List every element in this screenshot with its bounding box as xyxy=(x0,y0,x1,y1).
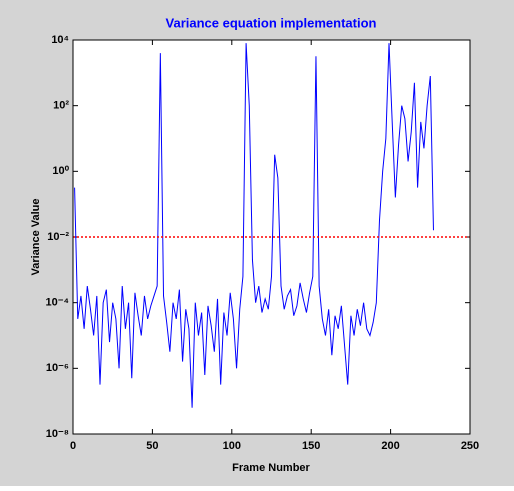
axes-box xyxy=(72,39,471,435)
x-tick-label: 100 xyxy=(223,440,241,452)
x-tick-label: 200 xyxy=(381,440,399,452)
x-tick-label: 0 xyxy=(70,440,76,452)
plot-area xyxy=(73,40,470,434)
x-tick-label: 150 xyxy=(302,440,320,452)
chart-title: Variance equation implementation xyxy=(166,15,377,30)
y-tick-label: 10⁻⁴ xyxy=(46,297,69,309)
x-axis-label: Frame Number xyxy=(232,462,310,474)
y-tick-label: 10⁻⁶ xyxy=(46,362,69,374)
y-tick-label: 10⁻² xyxy=(47,231,69,243)
x-tick-label: 50 xyxy=(146,440,158,452)
y-tick-label: 10² xyxy=(53,100,69,112)
data-line xyxy=(74,43,434,408)
x-tick-label: 250 xyxy=(461,440,479,452)
y-tick-label: 10⁴ xyxy=(51,34,69,46)
y-tick-label: 10⁻⁸ xyxy=(46,428,69,440)
y-tick-label: 10⁰ xyxy=(52,165,69,177)
y-axis-label: Variance Value xyxy=(30,198,42,275)
